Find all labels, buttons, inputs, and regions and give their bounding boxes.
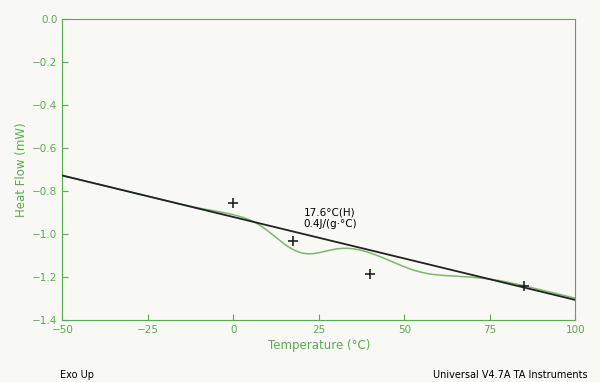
Y-axis label: Heat Flow (mW): Heat Flow (mW) bbox=[15, 122, 28, 217]
Text: Exo Up: Exo Up bbox=[60, 370, 94, 380]
X-axis label: Temperature (°C): Temperature (°C) bbox=[268, 339, 370, 352]
Text: Universal V4.7A TA Instruments: Universal V4.7A TA Instruments bbox=[433, 370, 588, 380]
Text: 17.6°C(H)
0.4J/(g·°C): 17.6°C(H) 0.4J/(g·°C) bbox=[304, 208, 358, 230]
